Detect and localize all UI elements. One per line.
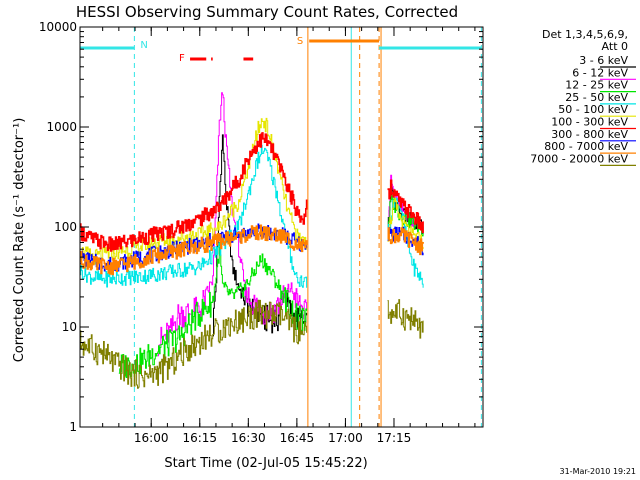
footer-date: 31-Mar-2010 19:21 <box>560 467 637 476</box>
x-tick-label-4: 17:00 <box>328 431 363 445</box>
legend-label-3: 12 - 25 keV <box>565 79 628 92</box>
x-tick-label-5: 17:15 <box>377 431 412 445</box>
x-tick-label-0: 16:00 <box>134 431 169 445</box>
legend-label-2: 6 - 12 keV <box>572 66 628 79</box>
y-tick-label-1: 10 <box>62 320 77 334</box>
legend-header-line-2: Att 0 <box>602 40 628 53</box>
flag-label-s: S <box>297 36 303 47</box>
legend-label-8: 800 - 7000 keV <box>544 140 628 153</box>
legend-header-line-1: Det 1,3,4,5,6,9, <box>542 28 628 41</box>
y-axis-label: Corrected Count Rate (s⁻¹ detector⁻¹) <box>12 118 27 363</box>
series-line-9 <box>80 299 424 389</box>
series-line-4 <box>80 144 424 288</box>
x-tick-label-3: 16:45 <box>280 431 315 445</box>
legend-label-1: 3 - 6 keV <box>579 54 628 67</box>
chart-title: HESSI Observing Summary Count Rates, Cor… <box>76 3 458 21</box>
series-line-8 <box>80 224 424 276</box>
y-tick-label-3: 1000 <box>46 120 77 134</box>
axes: 1 10 100 1000 10000 16:00 16:15 16:30 16:45 17:00… <box>39 20 484 445</box>
x-axis-label: Start Time (02-Jul-05 15:45:22) <box>164 456 367 471</box>
x-tick-label-1: 16:15 <box>182 431 217 445</box>
flag-label-n: N <box>140 40 147 51</box>
legend-label-7: 300 - 800 keV <box>551 128 628 141</box>
y-tick-label-4: 10000 <box>39 20 77 34</box>
flag-label-f: F <box>179 53 185 64</box>
series-line-6 <box>80 132 424 252</box>
x-tick-label-2: 16:30 <box>231 431 266 445</box>
y-tick-label-0: 1 <box>69 420 77 434</box>
plot-area: N F S <box>79 27 482 427</box>
legend-label-9: 7000 - 20000 keV <box>530 152 628 165</box>
legend-label-6: 100 - 300 keV <box>551 116 628 129</box>
y-tick-label-2: 100 <box>54 220 77 234</box>
legend-label-5: 50 - 100 keV <box>558 103 628 116</box>
series-line-5 <box>80 117 424 265</box>
legend-label-4: 25 - 50 keV <box>565 91 628 104</box>
series-line-3 <box>118 195 424 378</box>
